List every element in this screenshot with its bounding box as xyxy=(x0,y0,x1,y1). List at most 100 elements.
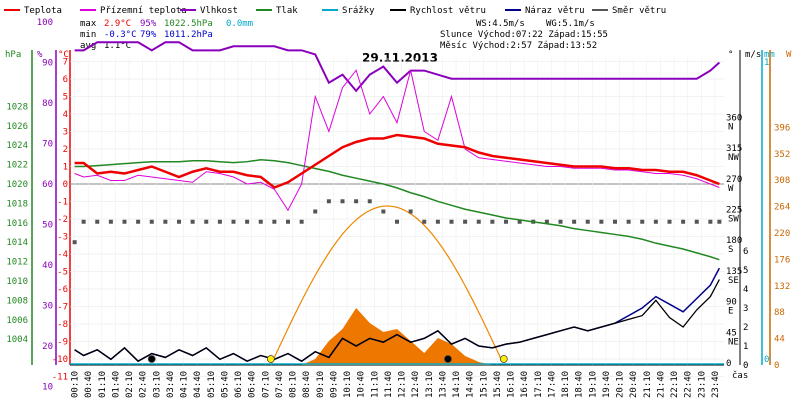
moonrise-marker xyxy=(147,355,156,363)
series-wind-dir-point xyxy=(326,199,331,204)
axis-ticks: 1028102610241022102010181016101410121010… xyxy=(6,18,790,398)
tick-label-celsius: -1 xyxy=(57,198,68,208)
series-wind-dir-point xyxy=(272,219,277,224)
tick-label-percent: 100 xyxy=(37,18,53,28)
tick-label-time: 12:10 xyxy=(398,371,408,398)
tick-label-time: 18:10 xyxy=(561,371,571,398)
series-wind-dir-point xyxy=(585,219,590,224)
tick-label-celsius: 5 xyxy=(63,93,68,103)
tick-label-degree: 45 xyxy=(726,328,737,338)
tick-label-time: 09:40 xyxy=(329,371,339,398)
series-wind-dir-point xyxy=(340,199,345,204)
tick-label-ms: 3 xyxy=(743,304,748,314)
series-wind-dir-point xyxy=(708,219,713,224)
series-wind-dir-point xyxy=(231,219,236,224)
series-wind-dir-point xyxy=(599,219,604,224)
series-wind-dir-point xyxy=(204,219,209,224)
series-wind-dir-point xyxy=(490,219,495,224)
tick-label-time: 19:10 xyxy=(588,371,598,398)
tick-label-percent: 80 xyxy=(42,99,53,109)
stats-avg-temp: 1.1°C xyxy=(104,41,131,51)
series-wind-speed xyxy=(74,279,720,363)
legend-label: Náraz větru xyxy=(525,6,585,16)
series-wind-dir-point xyxy=(354,199,359,204)
tick-label-time: 18:40 xyxy=(575,371,585,398)
tick-label-time: 08:10 xyxy=(289,371,299,398)
tick-label-w: 308 xyxy=(774,176,790,186)
stats-moon: Měsíc Východ:2:57 Západ:13:52 xyxy=(440,41,597,51)
tick-label-ms: 6 xyxy=(743,247,748,257)
tick-label-time: 05:40 xyxy=(220,371,230,398)
series-wind-dir-point xyxy=(367,199,372,204)
series-wind-dir-point xyxy=(463,219,468,224)
unit-w: W xyxy=(786,50,792,60)
series-wind-dir-point xyxy=(149,219,154,224)
tick-label-hpa: 1004 xyxy=(6,335,28,345)
tick-label-time: 23:40 xyxy=(711,371,721,398)
tick-label-hpa: 1014 xyxy=(6,238,28,248)
tick-label-percent: 90 xyxy=(42,59,53,69)
series-wind-dir-point xyxy=(95,219,100,224)
legend-label: Přízemní teplota xyxy=(100,6,187,16)
unit-celsius: °C xyxy=(58,50,69,60)
tick-label-celsius: -7 xyxy=(57,303,68,313)
tick-label-hpa: 1010 xyxy=(6,277,28,287)
tick-label-degree: 315 xyxy=(726,144,742,154)
tick-label-direction: E xyxy=(728,307,733,317)
tick-label-hpa: 1018 xyxy=(6,199,28,209)
series-wind-dir-point xyxy=(667,219,672,224)
tick-label-celsius: 1 xyxy=(63,163,68,173)
series-wind-dir-point xyxy=(72,240,77,245)
series-wind-dir-point xyxy=(422,219,427,224)
legend-item-ground-temp: Přízemní teplota xyxy=(80,6,187,16)
tick-label-time: 14:10 xyxy=(452,371,462,398)
tick-label-degree: 0 xyxy=(726,359,731,369)
stats-sun: Slunce Východ:07:22 Západ:15:55 xyxy=(440,30,608,40)
tick-label-time: 12:40 xyxy=(411,371,421,398)
series-wind-dir-point xyxy=(558,219,563,224)
series-solar-theoretical xyxy=(270,205,504,366)
chart-title: 29.11.2013 xyxy=(362,51,438,65)
series-wind-dir-point xyxy=(245,219,250,224)
series-ground-temp xyxy=(74,69,720,212)
tick-label-degree: 270 xyxy=(726,175,742,185)
series-wind-dir-point xyxy=(258,219,263,224)
tick-label-direction: NE xyxy=(728,337,739,347)
tick-label-time: 02:10 xyxy=(125,371,135,398)
tick-label-time: 13:10 xyxy=(425,371,435,398)
tick-label-ms: 5 xyxy=(743,266,748,276)
stats-wind-speed: WS:4.5m/s xyxy=(476,19,525,29)
tick-label-celsius: -3 xyxy=(57,233,68,243)
tick-label-time: 22:10 xyxy=(670,371,680,398)
tick-label-time: 01:40 xyxy=(111,371,121,398)
legend: Teplota Přízemní teplota Vlhkost Tlak Sr… xyxy=(4,6,666,16)
series-wind-dir-point xyxy=(449,219,454,224)
tick-label-celsius: -6 xyxy=(57,285,68,295)
tick-label-w: 396 xyxy=(774,123,790,133)
tick-label-hpa: 1016 xyxy=(6,219,28,229)
tick-label-time: 22:40 xyxy=(684,371,694,398)
series-wind-dir-point xyxy=(122,219,127,224)
tick-label-time: 20:40 xyxy=(629,371,639,398)
series-wind-dir-point xyxy=(190,219,195,224)
stats-max-temp: 2.9°C xyxy=(104,19,131,29)
series-wind-dir-point xyxy=(681,219,686,224)
stats-wind-gust: WG:5.1m/s xyxy=(546,19,595,29)
stats-min-pressure: 1011.2hPa xyxy=(164,30,213,40)
unit-ms: m/s xyxy=(745,50,761,60)
series-humidity xyxy=(74,41,721,93)
legend-label: Srážky xyxy=(342,6,375,16)
tick-label-ms: 4 xyxy=(743,285,748,295)
tick-label-percent: 10 xyxy=(42,383,53,393)
tick-label-time: 15:10 xyxy=(479,371,489,398)
series-wind-dir-point xyxy=(717,219,722,224)
tick-label-celsius: -2 xyxy=(57,215,68,225)
tick-label-time: 23:10 xyxy=(697,371,707,398)
tick-label-hpa: 1022 xyxy=(6,161,28,171)
tick-label-mm: 0 xyxy=(764,355,769,365)
series-wind-dir-point xyxy=(517,219,522,224)
tick-label-time: 04:40 xyxy=(193,371,203,398)
unit-hpa: hPa xyxy=(5,50,21,60)
sunset-marker xyxy=(499,355,508,363)
